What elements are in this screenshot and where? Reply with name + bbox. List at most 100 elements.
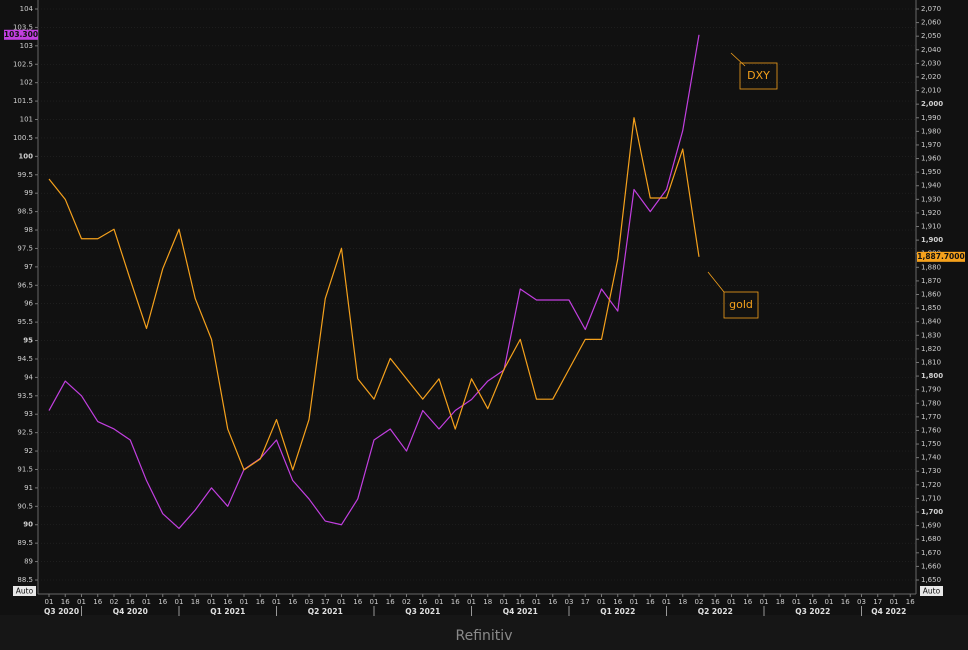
x-tick-label: 16	[158, 598, 167, 606]
last-value-label: 103.300	[4, 30, 38, 39]
y2-tick-label: 1,870	[921, 277, 941, 285]
annotation-box	[739, 62, 778, 90]
y-tick-label: 103.5	[13, 23, 33, 31]
x-tick-label: 01	[337, 598, 346, 606]
x-tick-label: 01	[662, 598, 671, 606]
y-tick-label: 89.5	[17, 539, 33, 547]
annotation-leader	[730, 52, 746, 67]
x-tick-label: 16	[353, 598, 362, 606]
y2-tick-label: 1,750	[921, 440, 941, 448]
series-line	[48, 117, 700, 471]
y2-tick-label: 1,790	[921, 386, 941, 394]
x-tick-label: 16	[126, 598, 135, 606]
x-tick-label: 01	[727, 598, 736, 606]
y-tick-label: 94.5	[17, 355, 33, 363]
x-tick-label: 16	[743, 598, 752, 606]
y2-tick-label: 1,900	[921, 236, 943, 244]
y2-tick-label: 2,000	[921, 100, 943, 108]
x-tick-label: 16	[93, 598, 102, 606]
y-tick-label: 100	[18, 152, 33, 160]
y2-tick-label: 2,050	[921, 32, 941, 40]
y-tick-label: 97.5	[17, 244, 33, 252]
x-tick-label: 01	[467, 598, 476, 606]
x-tick-label: 18	[776, 598, 785, 606]
y2-tick-label: 2,040	[921, 46, 941, 54]
y2-tick-label: 1,650	[921, 576, 941, 584]
series-line	[48, 34, 700, 530]
y2-tick-label: 1,950	[921, 168, 941, 176]
y2-tick-label: 1,840	[921, 318, 941, 326]
annotation-leader	[707, 271, 725, 293]
x-tick-label: 01	[760, 598, 769, 606]
y2-tick-label: 1,860	[921, 291, 941, 299]
x-tick-label: 16	[906, 598, 915, 606]
y-tick-label: 101.5	[13, 97, 33, 105]
x-tick-label: 17	[581, 598, 590, 606]
scale-button-label[interactable]: Auto	[16, 587, 34, 596]
y-tick-label: 92	[24, 447, 33, 455]
x-tick-label: 03	[565, 598, 574, 606]
x-tick-label: 01	[207, 598, 216, 606]
x-tick-label: 02	[110, 598, 119, 606]
quarter-label: Q2 2021	[308, 607, 343, 616]
x-tick-label: 18	[191, 598, 200, 606]
x-tick-label: 01	[630, 598, 639, 606]
y-tick-label: 103	[20, 42, 33, 50]
x-tick-label: 16	[516, 598, 525, 606]
y-tick-label: 91.5	[17, 465, 33, 473]
y-tick-label: 101	[20, 116, 33, 124]
x-tick-label: 01	[890, 598, 899, 606]
y2-tick-label: 1,980	[921, 127, 941, 135]
x-tick-label: 03	[857, 598, 866, 606]
x-tick-label: 01	[175, 598, 184, 606]
y-tick-label: 96	[24, 300, 33, 308]
x-tick-label: 16	[61, 598, 70, 606]
x-tick-label: 01	[272, 598, 281, 606]
x-tick-label: 01	[240, 598, 249, 606]
x-tick-label: 16	[711, 598, 720, 606]
y2-tick-label: 1,740	[921, 454, 941, 462]
y2-tick-label: 1,940	[921, 182, 941, 190]
x-tick-label: 02	[695, 598, 704, 606]
chart-background	[0, 0, 968, 615]
y-tick-label: 95.5	[17, 318, 33, 326]
x-tick-label: 16	[808, 598, 817, 606]
y-tick-label: 90	[23, 521, 33, 529]
scale-button[interactable]	[920, 586, 943, 596]
y2-tick-label: 1,760	[921, 426, 941, 434]
y2-tick-label: 1,690	[921, 522, 941, 530]
x-tick-label: 03	[305, 598, 314, 606]
y2-tick-label: 1,960	[921, 155, 941, 163]
x-tick-label: 16	[288, 598, 297, 606]
y2-tick-label: 1,830	[921, 331, 941, 339]
x-tick-label: 17	[873, 598, 882, 606]
quarter-label: Q1 2022	[600, 607, 635, 616]
y2-tick-label: 1,970	[921, 141, 941, 149]
x-tick-label: 01	[435, 598, 444, 606]
y2-tick-label: 1,660	[921, 562, 941, 570]
y-tick-label: 102	[20, 79, 33, 87]
y-tick-label: 95	[23, 337, 33, 345]
y-tick-label: 98.5	[17, 208, 33, 216]
y-tick-label: 90.5	[17, 502, 33, 510]
y-tick-label: 88.5	[17, 576, 33, 584]
y2-tick-label: 1,930	[921, 195, 941, 203]
x-tick-label: 01	[792, 598, 801, 606]
scale-button[interactable]	[13, 586, 36, 596]
y2-tick-label: 1,670	[921, 549, 941, 557]
y-tick-label: 97	[24, 263, 33, 271]
y-tick-label: 96.5	[17, 281, 33, 289]
last-value-label: 1,887.7000	[917, 252, 964, 261]
x-tick-label: 16	[841, 598, 850, 606]
quarter-label: Q4 2020	[113, 607, 148, 616]
y-tick-label: 99	[24, 189, 33, 197]
quarter-label: Q4 2021	[503, 607, 538, 616]
x-tick-label: 17	[321, 598, 330, 606]
y-tick-label: 100.5	[13, 134, 33, 142]
x-tick-label: 01	[370, 598, 379, 606]
y2-tick-label: 1,800	[921, 372, 943, 380]
scale-button-label[interactable]: Auto	[923, 587, 941, 596]
x-tick-label: 18	[678, 598, 687, 606]
y2-tick-label: 1,730	[921, 467, 941, 475]
footer-bar	[0, 615, 968, 650]
